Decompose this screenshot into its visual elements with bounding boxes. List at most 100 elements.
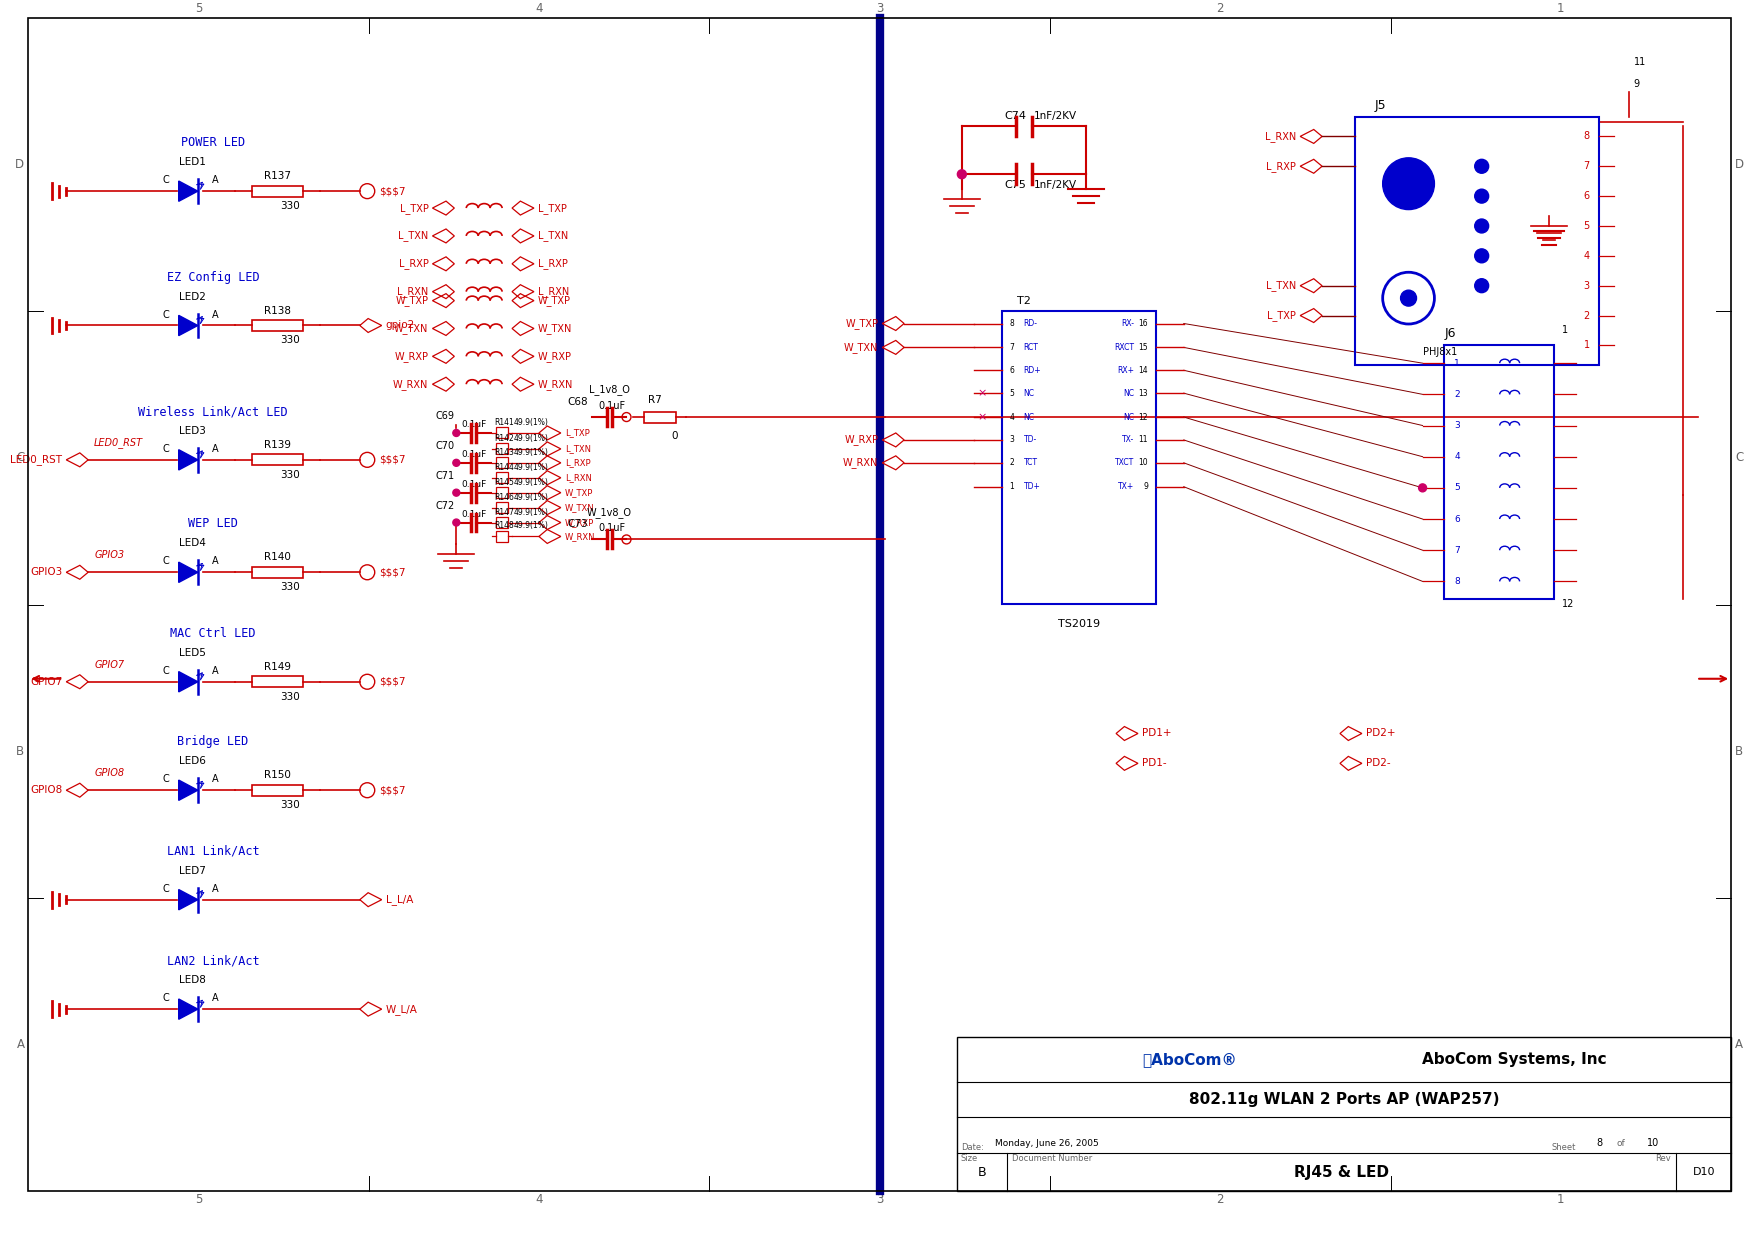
Bar [497, 531, 509, 542]
Text: R142: R142 [495, 434, 514, 443]
Bar [253, 454, 304, 465]
Bar [497, 517, 509, 527]
Text: AboCom Systems, Inc: AboCom Systems, Inc [1422, 1052, 1606, 1067]
Text: Rev: Rev [1655, 1154, 1671, 1163]
Text: C: C [163, 993, 168, 1003]
Text: A: A [212, 665, 219, 676]
Circle shape [453, 429, 460, 437]
Text: R144: R144 [495, 463, 514, 472]
Text: 0.1uF: 0.1uF [598, 401, 627, 411]
Text: D10: D10 [1692, 1168, 1715, 1178]
Text: $$$7: $$$7 [379, 676, 405, 686]
Text: of: of [1616, 1139, 1625, 1148]
Text: TX-: TX- [1121, 436, 1134, 444]
Text: L_RXP: L_RXP [398, 258, 428, 269]
Text: B: B [1736, 745, 1743, 758]
Text: R139: R139 [265, 439, 291, 450]
Text: C73: C73 [567, 520, 588, 530]
Text: NC: NC [1123, 388, 1134, 397]
Text: 3: 3 [1009, 436, 1014, 444]
Text: LED0_RST: LED0_RST [95, 437, 144, 448]
Bar [253, 567, 304, 578]
Text: 11: 11 [1634, 57, 1646, 67]
Text: LED6: LED6 [179, 756, 205, 767]
Text: J6: J6 [1444, 328, 1457, 340]
Text: C68: C68 [567, 397, 588, 407]
Text: PD1+: PD1+ [1143, 728, 1171, 738]
Text: A: A [212, 556, 219, 566]
Text: 330: 330 [279, 335, 300, 345]
Text: R138: R138 [265, 305, 291, 315]
Circle shape [1418, 484, 1427, 491]
Text: gpio2: gpio2 [386, 320, 414, 330]
Text: $$$7: $$$7 [379, 786, 405, 795]
Text: W_RXP: W_RXP [565, 517, 593, 527]
Text: 12: 12 [1139, 412, 1148, 422]
Text: W_TXN: W_TXN [539, 323, 572, 334]
Text: L_1v8_O: L_1v8_O [590, 385, 630, 395]
Text: 49.9(1%): 49.9(1%) [514, 448, 549, 457]
Text: A: A [212, 884, 219, 894]
Text: L_TXP: L_TXP [1267, 310, 1297, 321]
Text: T2: T2 [1016, 295, 1030, 305]
Text: R141: R141 [495, 418, 514, 427]
Text: PD2+: PD2+ [1365, 728, 1395, 738]
Text: Date:: Date: [960, 1143, 985, 1153]
Text: Monday, June 26, 2005: Monday, June 26, 2005 [995, 1139, 1099, 1148]
Text: 3: 3 [876, 2, 883, 15]
Text: 0.1uF: 0.1uF [462, 419, 486, 429]
Text: 5: 5 [1009, 388, 1014, 397]
Bar [1444, 345, 1553, 599]
Text: 1: 1 [1009, 483, 1014, 491]
Text: 0.1uF: 0.1uF [462, 449, 486, 459]
Text: W_TXN: W_TXN [844, 343, 878, 352]
Text: J5: J5 [1374, 98, 1386, 112]
Text: Size: Size [960, 1154, 978, 1163]
Text: PD2-: PD2- [1365, 758, 1390, 768]
Text: A: A [212, 774, 219, 784]
Text: NC: NC [1023, 412, 1034, 422]
Text: 0: 0 [672, 431, 677, 441]
Bar [644, 412, 676, 422]
Text: 1: 1 [1455, 359, 1460, 367]
Text: POWER LED: POWER LED [181, 137, 246, 149]
Text: PD1-: PD1- [1143, 758, 1167, 768]
Bar [497, 427, 509, 438]
Text: 49.9(1%): 49.9(1%) [514, 521, 549, 530]
Text: 6: 6 [1455, 515, 1460, 524]
Text: D: D [1736, 158, 1744, 171]
Text: 330: 330 [279, 691, 300, 701]
Text: LED1: LED1 [179, 158, 205, 168]
Text: 4: 4 [1455, 452, 1460, 462]
Text: GPIO3: GPIO3 [95, 550, 125, 561]
Text: 49.9(1%): 49.9(1%) [514, 478, 549, 486]
Text: 8: 8 [1455, 577, 1460, 586]
Text: 6: 6 [1009, 366, 1014, 375]
Text: 2: 2 [1455, 390, 1460, 398]
Text: L_TXN: L_TXN [1265, 280, 1297, 292]
Text: L_TXN: L_TXN [565, 444, 591, 453]
Bar [497, 503, 509, 513]
Text: 1: 1 [1557, 2, 1564, 15]
Text: L_RXN: L_RXN [565, 473, 591, 483]
Text: C: C [16, 452, 25, 464]
Text: R148: R148 [495, 521, 514, 530]
Text: 5: 5 [195, 1194, 202, 1206]
Text: ×: × [978, 388, 986, 398]
Text: 15: 15 [1139, 343, 1148, 352]
Text: R143: R143 [495, 448, 514, 457]
Text: TD-: TD- [1023, 436, 1037, 444]
Circle shape [1383, 158, 1434, 210]
Text: TX+: TX+ [1118, 483, 1134, 491]
Text: W_RXN: W_RXN [842, 458, 878, 468]
Text: C70: C70 [435, 441, 455, 450]
Text: 16: 16 [1139, 319, 1148, 328]
Bar [1355, 117, 1599, 365]
Text: L_TXN: L_TXN [398, 231, 428, 242]
Text: LAN2 Link/Act: LAN2 Link/Act [167, 954, 260, 967]
Text: GPIO7: GPIO7 [95, 660, 125, 670]
Text: $$$7: $$$7 [379, 567, 405, 577]
Text: W_TXN: W_TXN [565, 503, 595, 513]
Bar [497, 458, 509, 468]
Text: L_L/A: L_L/A [386, 895, 412, 905]
